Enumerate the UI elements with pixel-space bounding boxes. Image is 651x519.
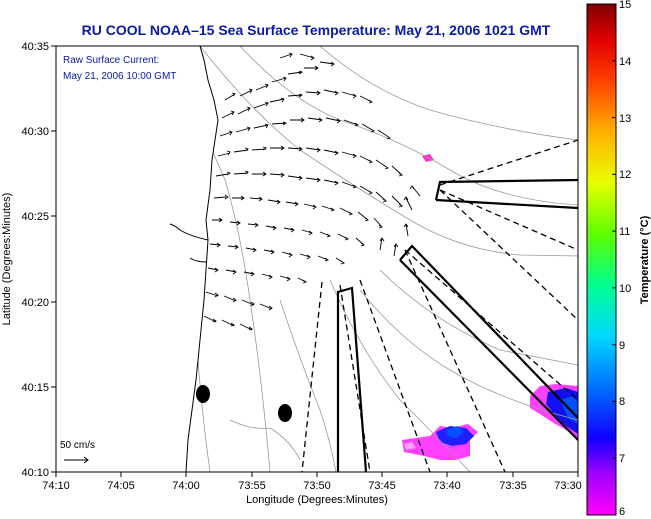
y-tick-labels: 40:35 40:30 40:25 40:20 40:15 40:10 (21, 41, 49, 479)
y-tick-label: 40:30 (21, 126, 49, 138)
y-tick-label: 40:25 (21, 211, 49, 223)
y-tick-label: 40:15 (21, 382, 49, 394)
colorbar-tick-label: 11 (619, 226, 630, 238)
colorbar-tick-label: 7 (619, 453, 625, 465)
colorbar-label: Temperature (°C) (639, 215, 651, 304)
y-axis-label: Latitude (Degrees:Minutes) (1, 193, 13, 326)
legend-line1: Raw Surface Current: (63, 55, 159, 66)
legend-line2: May 21, 2006 10:00 GMT (63, 71, 176, 82)
colorbar-tick-label: 12 (619, 169, 631, 181)
y-tick-label: 40:20 (21, 297, 49, 309)
colorbar-ticks (612, 3, 616, 516)
colorbar-tick-label: 14 (619, 56, 631, 68)
x-tick-label: 73:55 (238, 480, 266, 492)
x-tick-label: 73:50 (303, 480, 331, 492)
colorbar-tick-label: 10 (619, 283, 631, 295)
x-tick-label: 74:00 (172, 480, 200, 492)
colorbar-tick-labels: 15 14 13 12 11 10 9 8 7 6 (619, 0, 631, 518)
radar-beams (301, 139, 578, 472)
y-tick-label: 40:10 (21, 467, 49, 479)
x-tick-label: 73:40 (433, 480, 461, 492)
temperature-colorbar (586, 3, 617, 516)
x-tick-labels: 74:10 74:05 74:00 73:55 73:50 73:45 73:4… (42, 480, 582, 492)
y-tick-label: 40:35 (21, 41, 49, 53)
colorbar-tick-label: 8 (619, 396, 625, 408)
x-tick-label: 73:45 (368, 480, 396, 492)
buoy-marker (278, 404, 292, 422)
x-tick-label: 73:30 (554, 480, 582, 492)
colorbar-tick-label: 9 (619, 340, 625, 352)
x-axis-label: Longitude (Degrees:Minutes) (246, 494, 388, 506)
colorbar-tick-label: 15 (619, 0, 631, 11)
x-tick-label: 74:10 (42, 480, 70, 492)
colorbar-tick-label: 6 (619, 506, 625, 518)
scale-arrow (64, 456, 89, 464)
map-layers (56, 46, 578, 472)
scale-label: 50 cm/s (60, 440, 95, 451)
current-vectors (203, 52, 421, 331)
x-tick-label: 74:05 (107, 480, 135, 492)
colorbar-tick-label: 13 (619, 113, 631, 125)
x-tick-label: 73:35 (499, 480, 527, 492)
buoy-marker (196, 385, 210, 403)
axis-ticks (51, 45, 579, 477)
radar-footprints (336, 178, 578, 472)
map-title: RU COOL NOAA–15 Sea Surface Temperature:… (81, 22, 551, 38)
